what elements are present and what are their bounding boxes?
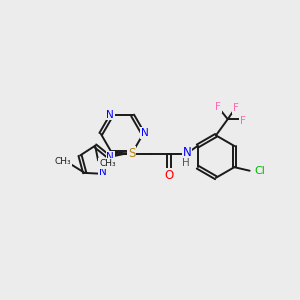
Text: H: H <box>182 158 190 168</box>
Text: N: N <box>183 146 191 159</box>
Text: F: F <box>215 102 221 112</box>
Text: F: F <box>239 116 245 126</box>
Text: S: S <box>128 147 135 160</box>
Text: CH₃: CH₃ <box>99 159 116 168</box>
Text: N: N <box>106 152 114 162</box>
Text: N: N <box>99 167 106 177</box>
Text: O: O <box>164 169 173 182</box>
Text: CH₃: CH₃ <box>55 157 71 166</box>
Text: N: N <box>140 128 148 138</box>
Text: F: F <box>233 103 239 113</box>
Text: N: N <box>106 110 114 120</box>
Text: Cl: Cl <box>254 166 265 176</box>
